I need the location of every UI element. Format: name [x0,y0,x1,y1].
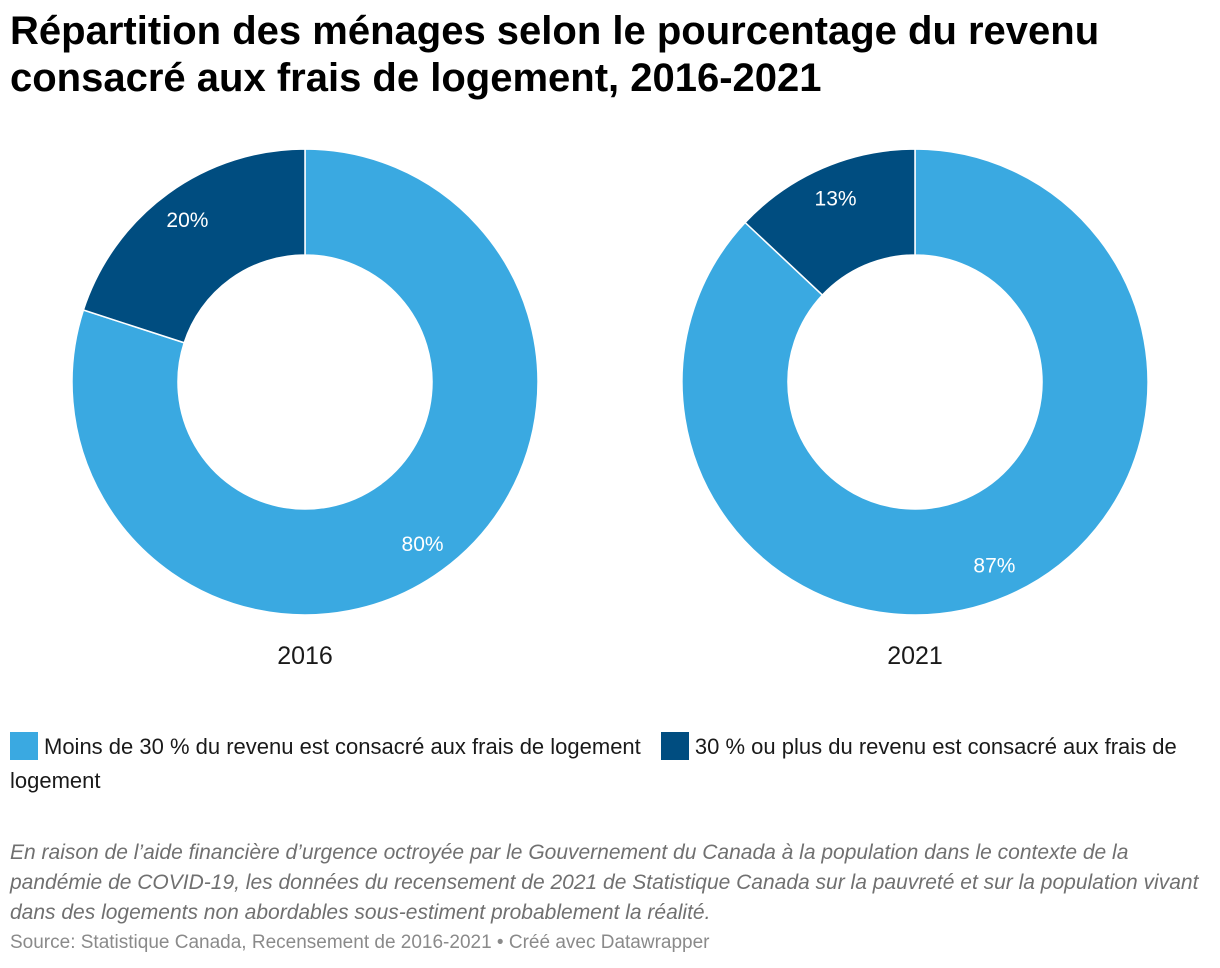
legend: Moins de 30 % du revenu est consacré aux… [10,730,1200,798]
legend-item-below-30: Moins de 30 % du revenu est consacré aux… [10,732,641,760]
footnote: En raison de l’aide financière d’urgence… [10,841,1199,924]
slice-value-label: 80% [402,533,444,556]
chart-year-label: 2016 [277,642,333,670]
donut-slice-2021-1 [744,148,916,297]
slice-value-label: 20% [166,209,208,232]
donut-chart-2016: 80% 20% 2016 [71,148,539,670]
donut-charts: 80% 20% 2016 87% 13% 2021 [71,148,1149,670]
donut-chart-2021: 87% 13% 2021 [681,148,1149,670]
legend-label: Moins de 30 % du revenu est consacré aux… [44,734,641,759]
slice-value-label: 87% [973,555,1015,578]
donut-slice-2016-0 [71,148,539,616]
chart-year-label: 2021 [887,642,943,670]
chart-title: Répartition des ménages selon le pourcen… [10,9,1100,100]
slice-value-label: 13% [815,187,857,210]
source-line: Source: Statistique Canada, Recensement … [10,932,710,953]
legend-label: 30 % ou plus du revenu est consacré aux … [10,734,1177,793]
legend-swatch-dark [660,732,689,760]
legend-item-30-or-more: 30 % ou plus du revenu est consacré aux … [10,732,1177,793]
donut-slice-2021-0 [681,148,1149,616]
legend-swatch-light [10,732,38,760]
donut-slice-2016-1 [82,148,306,344]
